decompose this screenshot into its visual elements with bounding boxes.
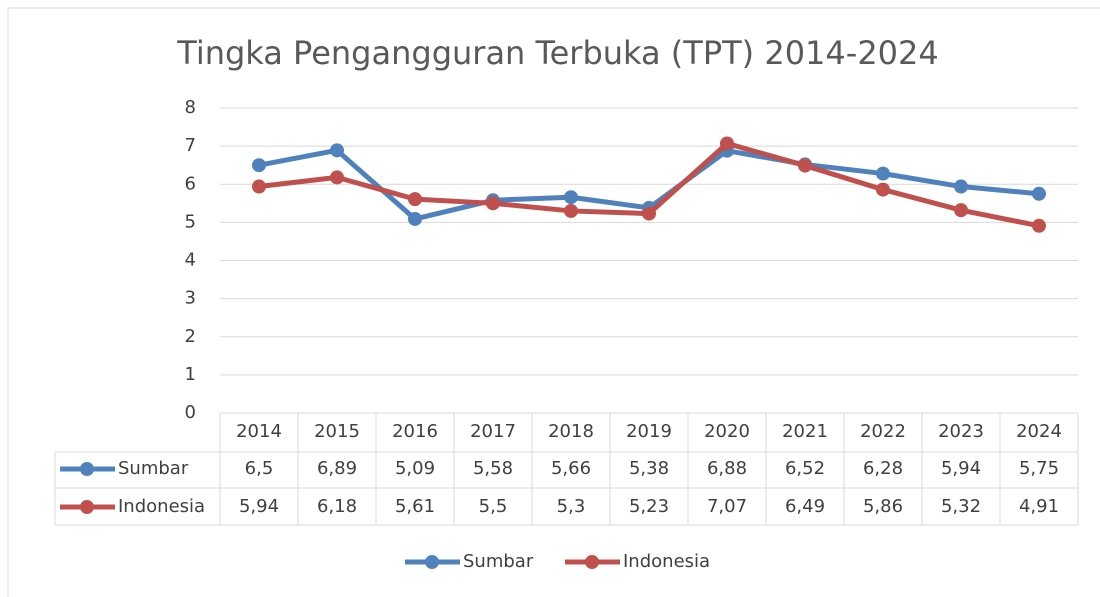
x-tick-label: 2014 <box>236 421 282 442</box>
table-value: 5,23 <box>629 496 669 517</box>
point <box>798 158 812 173</box>
point <box>954 203 968 218</box>
legend-marker <box>80 462 94 476</box>
y-tick-label: 2 <box>185 326 196 347</box>
legend-marker <box>425 555 439 569</box>
table-value: 5,3 <box>557 496 586 517</box>
table-value: 5,58 <box>473 458 513 479</box>
table-value: 6,52 <box>785 458 825 479</box>
point <box>954 179 968 194</box>
point <box>252 158 266 173</box>
y-tick-label: 8 <box>185 97 196 118</box>
point <box>408 192 422 207</box>
legend-label: Indonesia <box>623 551 710 572</box>
table-value: 6,89 <box>317 458 357 479</box>
table-value: 5,66 <box>551 458 591 479</box>
y-tick-label: 5 <box>185 211 196 232</box>
y-tick-label: 4 <box>185 250 196 271</box>
x-tick-label: 2016 <box>392 421 438 442</box>
table-value: 6,28 <box>863 458 903 479</box>
point <box>330 170 344 185</box>
point <box>876 166 890 181</box>
point <box>330 143 344 158</box>
legend-marker <box>80 500 94 514</box>
table-value: 5,75 <box>1019 458 1059 479</box>
x-tick-label: 2017 <box>470 421 516 442</box>
y-tick-label: 7 <box>185 135 196 156</box>
table-value: 6,49 <box>785 496 825 517</box>
y-tick-label: 1 <box>185 364 196 385</box>
x-tick-label: 2020 <box>704 421 750 442</box>
table-value: 5,09 <box>395 458 435 479</box>
point <box>408 211 422 226</box>
table-value: 5,86 <box>863 496 903 517</box>
table-value: 5,38 <box>629 458 669 479</box>
table-value: 6,18 <box>317 496 357 517</box>
table-value: 7,07 <box>707 496 747 517</box>
point <box>564 190 578 205</box>
x-tick-label: 2024 <box>1016 421 1062 442</box>
point <box>252 179 266 194</box>
chart-border <box>7 7 1100 597</box>
table-value: 6,5 <box>245 458 274 479</box>
point <box>642 206 656 221</box>
table-value: 5,32 <box>941 496 981 517</box>
legend-label: Sumbar <box>118 458 189 479</box>
point <box>1032 186 1046 201</box>
x-tick-label: 2019 <box>626 421 672 442</box>
y-tick-label: 6 <box>185 173 196 194</box>
legend-label: Sumbar <box>463 551 534 572</box>
table-value: 6,88 <box>707 458 747 479</box>
point <box>1032 218 1046 233</box>
table-value: 5,94 <box>941 458 981 479</box>
y-tick-label: 0 <box>185 402 196 423</box>
x-tick-label: 2021 <box>782 421 828 442</box>
point <box>876 182 890 197</box>
x-tick-label: 2023 <box>938 421 984 442</box>
table-value: 5,61 <box>395 496 435 517</box>
x-tick-label: 2015 <box>314 421 360 442</box>
chart-title: Tingka Pengangguran Terbuka (TPT) 2014-2… <box>176 34 939 72</box>
legend-label: Indonesia <box>118 496 205 517</box>
x-tick-label: 2022 <box>860 421 906 442</box>
y-tick-label: 3 <box>185 288 196 309</box>
point <box>564 203 578 218</box>
point <box>720 136 734 151</box>
point <box>486 196 500 211</box>
table-value: 5,5 <box>479 496 508 517</box>
table-value: 4,91 <box>1019 496 1059 517</box>
x-tick-label: 2018 <box>548 421 594 442</box>
table-value: 5,94 <box>239 496 279 517</box>
legend-marker <box>585 555 599 569</box>
